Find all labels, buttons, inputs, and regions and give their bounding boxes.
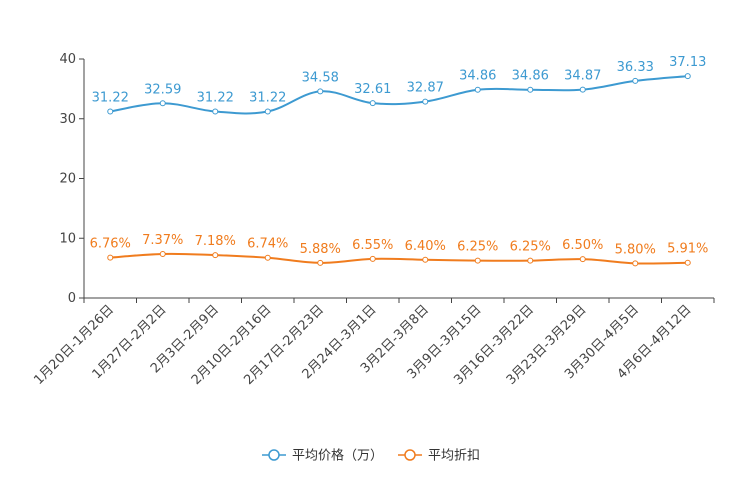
data-label: 32.87 [407, 81, 444, 96]
y-axis-tick-marks [79, 58, 715, 303]
data-label: 36.33 [617, 60, 654, 75]
data-label: 6.50% [562, 238, 603, 253]
legend-marker-icon [268, 449, 280, 461]
data-label: 34.58 [302, 70, 339, 85]
data-label: 5.80% [615, 242, 656, 257]
data-point[interactable] [212, 252, 219, 259]
data-label: 6.74% [247, 237, 288, 252]
data-label: 31.22 [197, 90, 234, 105]
data-label: 34.86 [459, 69, 496, 84]
data-label: 32.59 [144, 82, 181, 97]
data-label: 34.87 [564, 69, 601, 84]
data-label: 5.88% [300, 242, 341, 257]
data-point[interactable] [684, 73, 691, 80]
data-point[interactable] [684, 259, 691, 266]
data-label: 31.22 [249, 90, 286, 105]
y-tick-label: 40 [59, 52, 76, 67]
series-average-discount: 6.76% 7.37% 7.18% 6.74% 5.88% 6.55% 6.40% 6.25%… [90, 233, 708, 267]
data-label: 32.61 [354, 82, 391, 97]
data-label: 5.91% [667, 242, 708, 257]
y-tick-label: 0 [68, 291, 76, 306]
legend-label: 平均价格（万） [292, 448, 383, 464]
data-label: 6.25% [510, 240, 551, 255]
series-layer: 31.22 32.59 31.22 31.22 34.58 32.61 32.87 34.86… [90, 55, 708, 267]
data-label: 7.18% [195, 234, 236, 249]
data-label: 34.86 [512, 69, 549, 84]
data-point[interactable] [107, 108, 114, 115]
data-point[interactable] [422, 98, 429, 105]
data-label: 31.22 [92, 90, 129, 105]
data-point[interactable] [527, 86, 534, 93]
data-point[interactable] [369, 255, 376, 262]
legend-item-average-price[interactable]: 平均价格（万） [262, 448, 383, 464]
legend[interactable]: 平均价格（万） 平均折扣 [262, 448, 480, 464]
legend-marker-icon [404, 449, 416, 461]
data-point[interactable] [474, 86, 481, 93]
legend-label: 平均折扣 [428, 449, 480, 464]
data-point[interactable] [212, 108, 219, 115]
data-label: 7.37% [142, 233, 183, 248]
data-point[interactable] [579, 256, 586, 263]
data-label: 6.40% [405, 239, 446, 254]
series-average-price: 31.22 32.59 31.22 31.22 34.58 32.61 32.87 34.86… [92, 55, 706, 115]
data-label: 6.76% [90, 237, 131, 252]
data-point[interactable] [159, 250, 166, 257]
y-tick-label: 20 [59, 172, 76, 187]
data-point[interactable] [422, 256, 429, 263]
data-point[interactable] [317, 259, 324, 266]
data-point[interactable] [474, 257, 481, 264]
legend-item-average-discount[interactable]: 平均折扣 [398, 449, 480, 464]
data-point[interactable] [264, 254, 271, 261]
data-point[interactable] [264, 108, 271, 115]
data-point[interactable] [369, 100, 376, 107]
data-point[interactable] [632, 260, 639, 267]
y-axis-labels: 0 10 20 30 40 [59, 52, 76, 306]
data-point[interactable] [317, 88, 324, 95]
data-point[interactable] [527, 257, 534, 264]
series-line [110, 252, 688, 265]
data-point[interactable] [579, 86, 586, 93]
data-label: 6.25% [457, 240, 498, 255]
series-line [110, 75, 688, 115]
data-label: 6.55% [352, 238, 393, 253]
data-point[interactable] [159, 100, 166, 107]
data-point[interactable] [107, 254, 114, 261]
y-tick-label: 10 [59, 231, 76, 246]
x-axis-labels: 1月20日-1月26日1月27日-2月2日2月3日-2月9日2月10日-2月16… [31, 302, 694, 388]
y-tick-label: 30 [59, 112, 76, 127]
data-point[interactable] [632, 77, 639, 84]
data-label: 37.13 [669, 55, 706, 70]
